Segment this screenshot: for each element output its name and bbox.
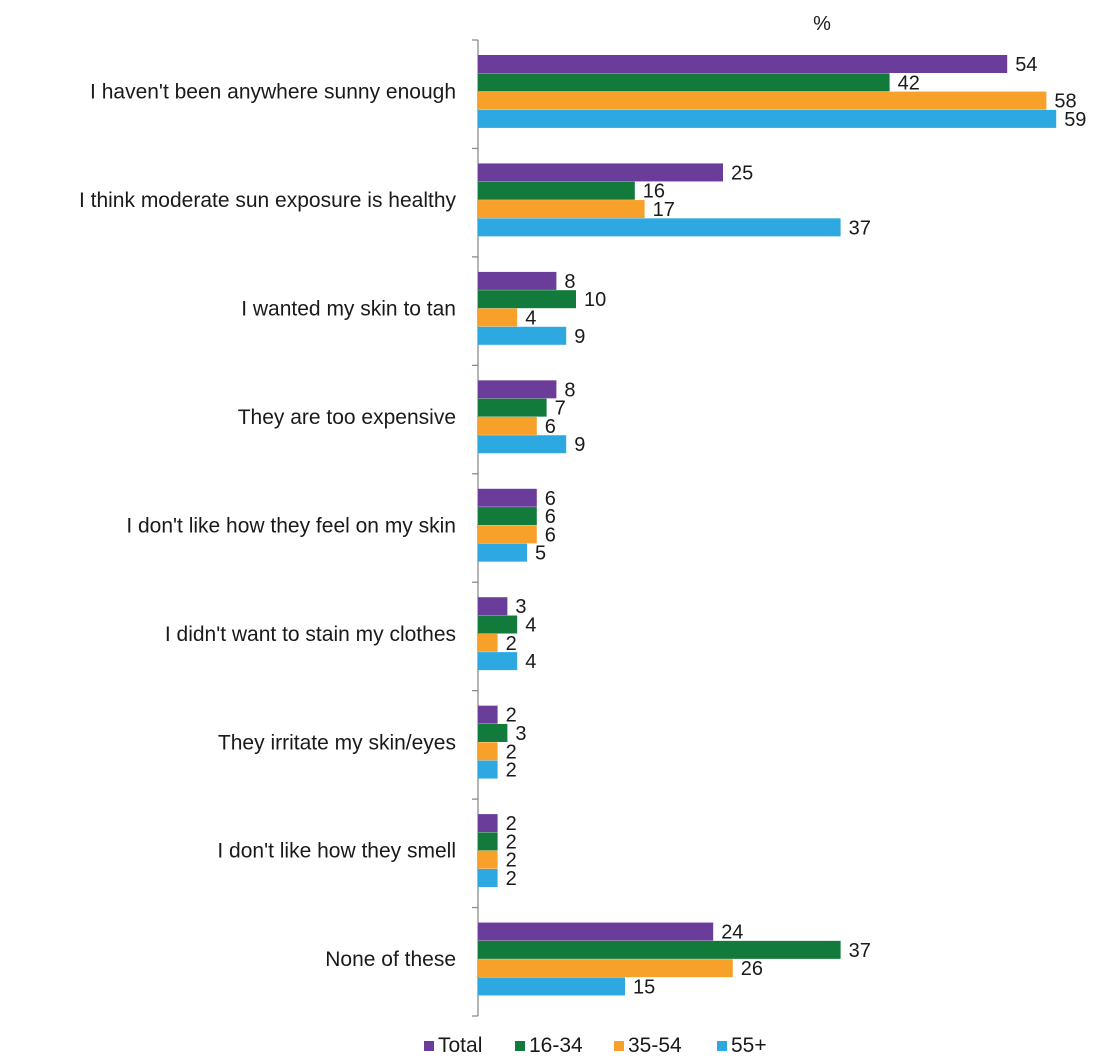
data-label: 8 — [564, 271, 575, 293]
bars — [478, 55, 1057, 996]
bar-16-34 — [478, 398, 547, 417]
bar-55- — [478, 652, 518, 671]
unit-label: % — [813, 13, 831, 35]
data-label: 24 — [721, 922, 743, 944]
data-label: 6 — [545, 416, 556, 438]
bar-16-34 — [478, 181, 635, 200]
category-label: I don't like how they feel on my skin — [126, 514, 456, 537]
bar-total — [478, 55, 1008, 73]
category-label: They irritate my skin/eyes — [218, 731, 456, 754]
data-label: 3 — [515, 596, 526, 618]
labels: I haven't been anywhere sunny enough5442… — [79, 54, 1086, 998]
legend-label: 35-54 — [628, 1034, 682, 1057]
data-label: 16 — [643, 181, 665, 203]
bar-55- — [478, 760, 498, 779]
bar-35-54 — [478, 525, 537, 544]
bar-16-34 — [478, 940, 841, 959]
data-label: 58 — [1054, 91, 1076, 113]
category-label: None of these — [325, 948, 456, 971]
bar-35-54 — [478, 416, 537, 435]
legend-label: 16-34 — [529, 1034, 583, 1057]
category-label: I haven't been anywhere sunny enough — [90, 81, 456, 104]
legend-swatch — [717, 1041, 727, 1051]
category-label: I don't like how they smell — [217, 840, 456, 863]
category-label: I think moderate sun exposure is healthy — [79, 189, 457, 212]
bar-35-54 — [478, 308, 518, 327]
category-label: They are too expensive — [238, 406, 456, 429]
bar-total — [478, 163, 723, 182]
data-label: 3 — [515, 723, 526, 745]
bar-total — [478, 814, 498, 833]
legend-label: 55+ — [731, 1034, 767, 1057]
bar-35-54 — [478, 742, 498, 761]
bar-35-54 — [478, 200, 645, 219]
data-label: 2 — [506, 813, 517, 835]
bar-total — [478, 597, 508, 616]
bar-55- — [478, 109, 1057, 128]
bar-16-34 — [478, 73, 890, 92]
bar-total — [478, 488, 537, 507]
data-label: 37 — [849, 217, 871, 239]
bar-16-34 — [478, 615, 518, 634]
bar-55- — [478, 326, 567, 345]
bar-16-34 — [478, 832, 498, 851]
legend-swatch — [424, 1041, 434, 1051]
legend-swatch — [614, 1041, 624, 1051]
data-label: 7 — [555, 398, 566, 420]
data-label: 4 — [525, 307, 536, 329]
data-label: 54 — [1015, 54, 1037, 76]
data-label: 6 — [545, 506, 556, 528]
category-label: I didn't want to stain my clothes — [165, 623, 456, 646]
data-label: 9 — [574, 434, 585, 456]
data-label: 2 — [506, 760, 517, 782]
data-label: 2 — [506, 850, 517, 872]
bar-35-54 — [478, 91, 1047, 110]
data-label: 8 — [564, 379, 575, 401]
data-label: 17 — [653, 199, 675, 221]
data-label: 6 — [545, 488, 556, 510]
legend-label: Total — [438, 1034, 482, 1057]
bar-55- — [478, 218, 841, 237]
bar-16-34 — [478, 507, 537, 526]
data-label: 26 — [741, 958, 763, 980]
data-label: 2 — [506, 831, 517, 853]
bar-35-54 — [478, 850, 498, 869]
bar-35-54 — [478, 959, 733, 978]
bar-16-34 — [478, 723, 508, 742]
bar-total — [478, 922, 714, 941]
data-label: 37 — [849, 940, 871, 962]
data-label: 25 — [731, 162, 753, 184]
data-label: 9 — [574, 326, 585, 348]
data-label: 6 — [545, 524, 556, 546]
bar-55- — [478, 435, 567, 454]
data-label: 2 — [506, 633, 517, 655]
data-label: 4 — [525, 615, 536, 637]
bar-55- — [478, 543, 527, 562]
data-label: 59 — [1064, 109, 1086, 131]
data-label: 5 — [535, 543, 546, 565]
legend: Total 16-34 35-54 55+ — [424, 1034, 767, 1057]
data-label: 2 — [506, 705, 517, 727]
data-label: 15 — [633, 976, 655, 998]
bar-16-34 — [478, 290, 576, 309]
data-label: 2 — [506, 868, 517, 890]
legend-swatch — [515, 1041, 525, 1051]
data-label: 4 — [525, 651, 536, 673]
data-label: 2 — [506, 741, 517, 763]
data-label: 42 — [898, 72, 920, 94]
bar-total — [478, 705, 498, 724]
bar-55- — [478, 977, 625, 996]
category-label: I wanted my skin to tan — [241, 297, 456, 320]
bar-35-54 — [478, 633, 498, 652]
bar-55- — [478, 869, 498, 888]
bar-total — [478, 380, 557, 399]
axis — [472, 39, 479, 1017]
data-label: 10 — [584, 289, 606, 311]
bar-total — [478, 271, 557, 290]
